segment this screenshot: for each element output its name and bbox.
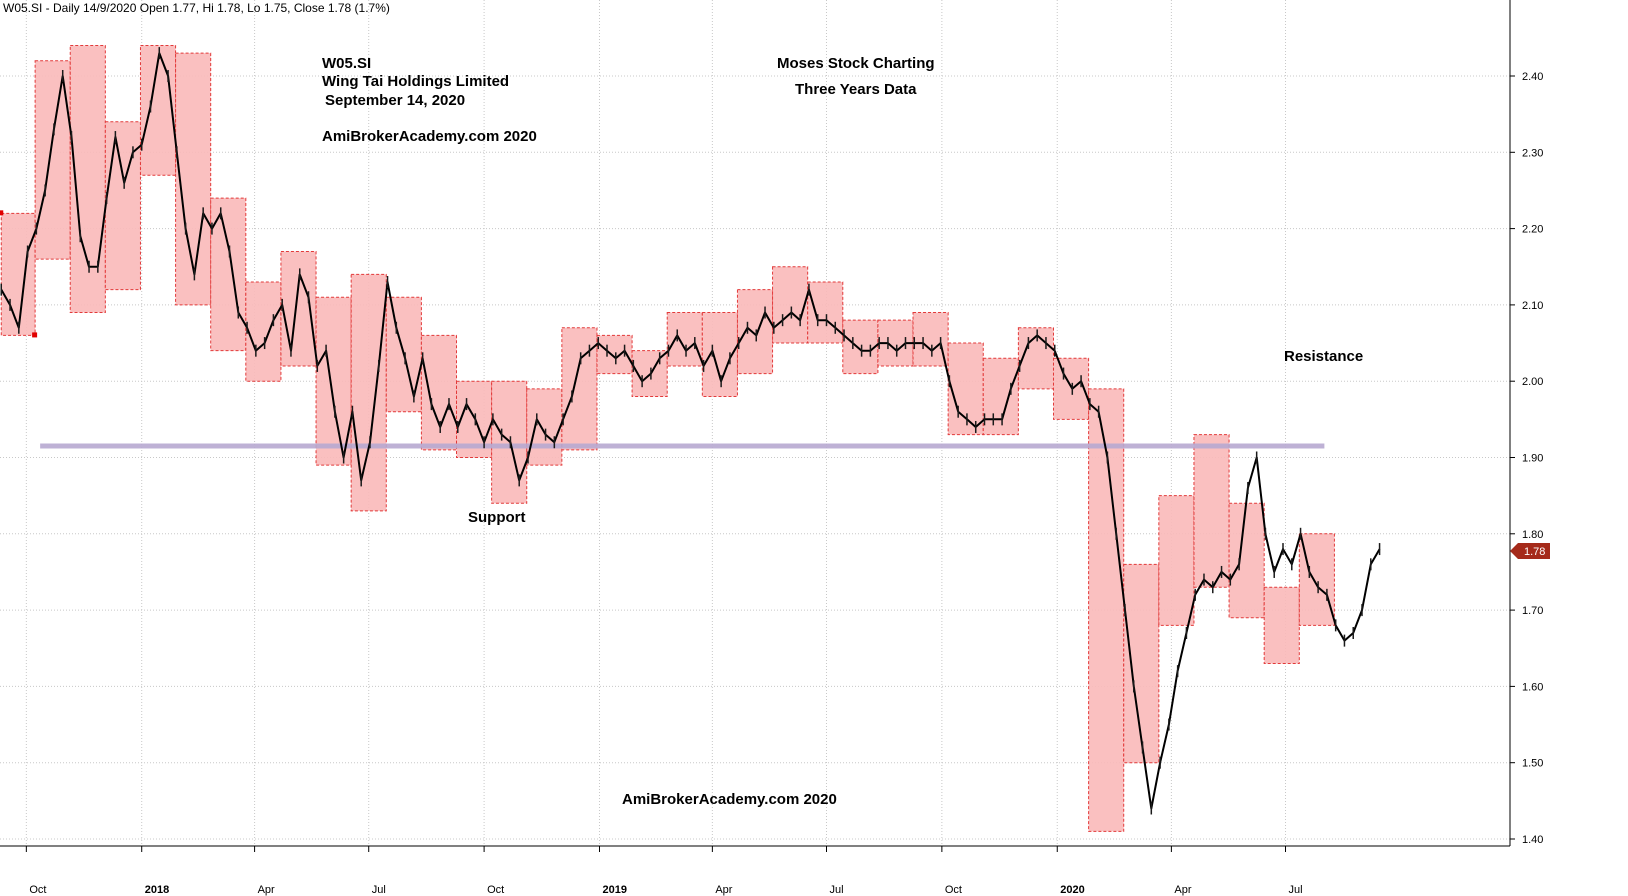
x-tick-label: Apr [715,884,732,896]
y-tick-label: 2.20 [1522,224,1543,236]
range-box [666,312,703,367]
range-box [736,289,774,375]
start-marker-low [32,332,38,338]
y-tick-label: 2.10 [1522,300,1543,312]
x-tick-label: Oct [487,884,504,896]
range-box [1193,434,1230,588]
range-box [0,212,36,336]
x-tick-label: 2018 [145,884,169,896]
range-box [210,197,247,352]
x-tick-label: Jul [372,884,386,896]
annotation-support: Support [468,509,526,526]
annotation-site-top: AmiBrokerAcademy.com 2020 [322,128,537,145]
x-tick-label: Oct [29,884,46,896]
x-tick-label: Apr [1174,884,1191,896]
x-tick-label: Jul [1289,884,1303,896]
range-boxes [0,44,1335,832]
range-box [420,334,458,451]
range-box [1017,327,1054,390]
last-price-tag: 1.78 [1510,543,1550,559]
annotation-company: Wing Tai Holdings Limited [322,73,509,90]
range-box [1052,357,1090,420]
annotation-brand: Moses Stock Charting [777,55,935,72]
range-box [1228,502,1265,619]
last-price-tag-shape [1510,543,1550,559]
y-tick-label: 1.50 [1522,758,1543,770]
range-box [982,357,1019,436]
y-tick-label: 1.60 [1522,681,1543,693]
chart-header: W05.SI - Daily 14/9/2020 Open 1.77, Hi 1… [3,1,390,15]
x-tick-label: Jul [829,884,843,896]
axes: 1.40 1.50 1.60 1.70 1.80 1.90 2.00 2.10 2.20 2.30… [0,0,1543,896]
price-line [0,52,1381,810]
annotation-range: Three Years Data [795,81,917,98]
range-box [139,44,177,176]
y-tick-label: 2.00 [1522,376,1543,388]
start-marker-high [0,210,4,216]
range-box [526,388,563,466]
x-tick-label: Apr [258,884,275,896]
range-box [1158,495,1195,626]
range-box [772,266,809,344]
x-tick-label: 2020 [1060,884,1084,896]
y-tick-label: 1.70 [1522,605,1543,617]
range-box [1123,563,1160,764]
range-box [315,296,352,466]
range-box [1263,586,1300,665]
y-tick-label: 2.40 [1522,71,1543,83]
y-tick-label: 2.30 [1522,147,1543,159]
annotation-ticker: W05.SI [322,55,371,72]
range-box [947,342,984,436]
annotation-resistance: Resistance [1284,348,1363,365]
x-tick-label: 2019 [602,884,626,896]
annotation-site-bottom: AmiBrokerAcademy.com 2020 [622,791,837,808]
range-box [912,312,949,367]
y-tick-label: 1.40 [1522,834,1543,846]
range-box [245,281,282,382]
range-box [1088,388,1125,832]
annotations: W05.SI Wing Tai Holdings Limited Septemb… [322,55,1363,808]
range-box [807,281,844,344]
y-tick-label: 1.90 [1522,453,1543,465]
range-box [104,121,141,291]
price-series [0,47,1381,815]
range-box [561,327,598,451]
range-box [1298,533,1335,626]
x-tick-label: Oct [945,884,962,896]
last-price-label: 1.78 [1524,546,1545,558]
range-box [350,273,387,512]
y-tick-label: 1.80 [1522,529,1543,541]
range-box [842,319,879,375]
annotation-date: September 14, 2020 [325,92,465,109]
